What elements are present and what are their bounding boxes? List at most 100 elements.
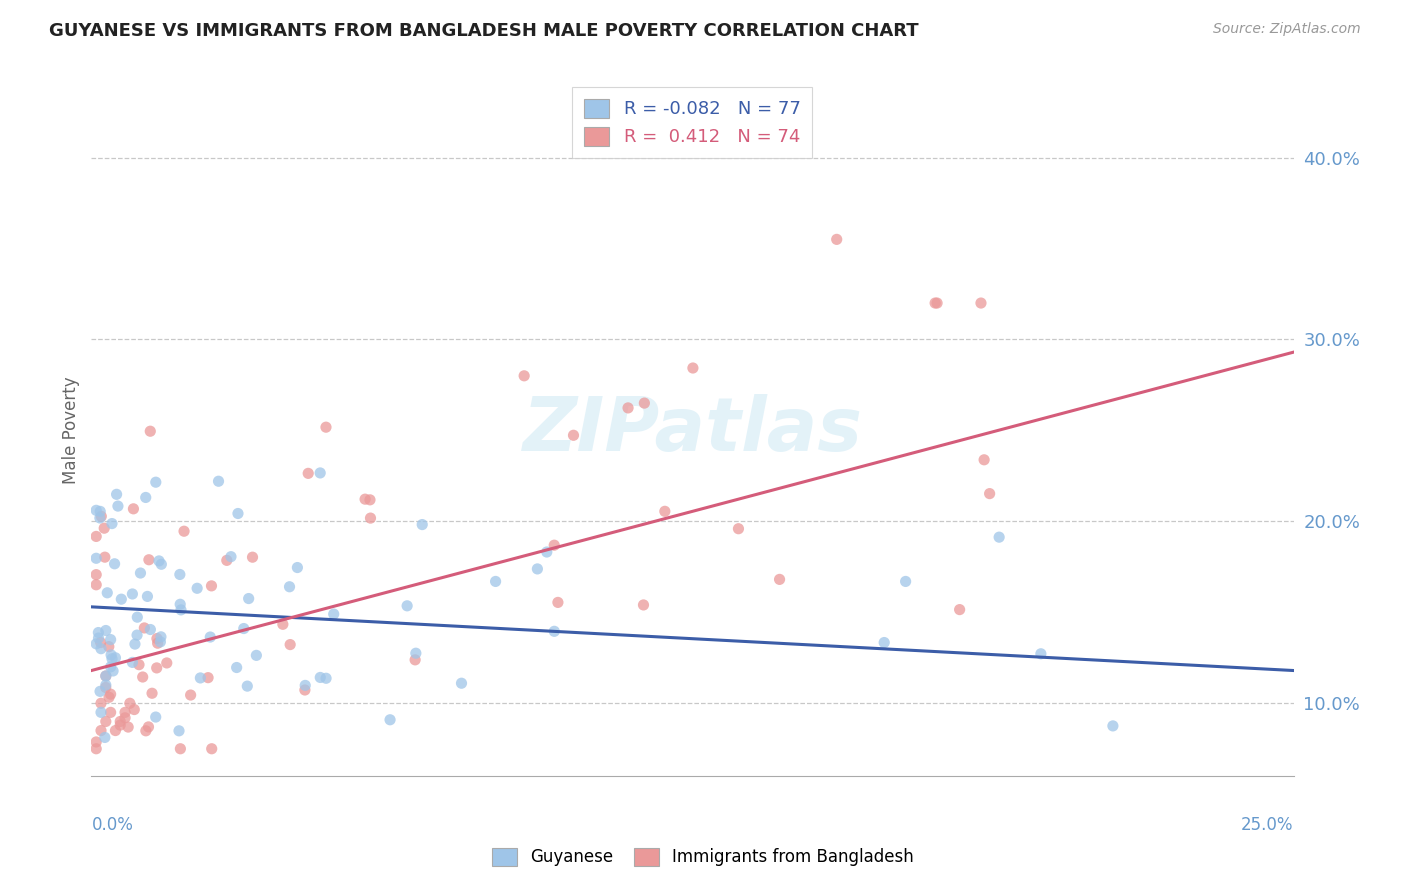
Point (101, 652, 124, 666)
Point (633, 598, 655, 612)
Point (1029, 647, 1052, 661)
Point (169, 597, 191, 611)
Point (100, 648, 122, 662)
Point (89, 511, 111, 525)
Point (90, 723, 112, 738)
Point (101, 516, 124, 531)
Point (315, 420, 337, 434)
Point (271, 617, 294, 632)
Point (949, 602, 972, 616)
Point (121, 656, 143, 670)
Legend: R = -0.082   N = 77, R =  0.412   N = 74: R = -0.082 N = 77, R = 0.412 N = 74 (572, 87, 813, 158)
Point (122, 501, 145, 516)
Point (124, 637, 146, 651)
Point (138, 720, 160, 734)
Point (90, 706, 112, 720)
Point (104, 723, 127, 738)
Point (146, 636, 169, 650)
Point (970, 296, 993, 310)
Point (114, 706, 136, 720)
Point (873, 635, 896, 649)
Point (139, 424, 162, 438)
Point (100, 687, 122, 701)
Point (84, 567, 107, 582)
Point (136, 590, 159, 604)
Point (979, 486, 1001, 500)
Point (526, 562, 548, 576)
Point (226, 507, 249, 521)
Point (294, 678, 316, 692)
Point (148, 554, 170, 568)
Point (131, 670, 153, 684)
Point (90, 641, 112, 656)
Point (98, 690, 121, 705)
Point (405, 646, 427, 660)
Point (87, 631, 110, 645)
Point (169, 741, 191, 756)
Point (727, 522, 749, 536)
Point (617, 401, 640, 415)
Point (309, 670, 332, 684)
Point (197, 671, 219, 685)
Point (135, 723, 157, 738)
Legend: Guyanese, Immigrants from Bangladesh: Guyanese, Immigrants from Bangladesh (485, 841, 921, 873)
Point (84, 637, 107, 651)
Point (547, 595, 569, 609)
Point (238, 591, 260, 606)
Point (322, 607, 344, 621)
Point (107, 499, 129, 513)
Y-axis label: Male Poverty: Male Poverty (62, 376, 80, 484)
Point (225, 660, 247, 674)
Point (89, 684, 111, 698)
Point (118, 696, 141, 710)
Point (139, 623, 162, 637)
Text: ZIPatlas: ZIPatlas (523, 394, 862, 467)
Point (245, 648, 267, 663)
Point (146, 632, 169, 646)
Point (84, 741, 107, 756)
Point (84, 735, 107, 749)
Point (94, 550, 117, 565)
Point (87, 625, 110, 640)
Point (90, 509, 112, 524)
Point (134, 621, 156, 635)
Point (825, 232, 848, 246)
Point (309, 466, 332, 480)
Point (315, 671, 337, 685)
Point (104, 650, 127, 665)
Point (125, 628, 148, 642)
Point (543, 538, 565, 552)
Point (141, 686, 163, 700)
Point (173, 524, 195, 539)
Point (297, 467, 319, 481)
Point (207, 475, 229, 489)
Text: GUYANESE VS IMMIGRANTS FROM BANGLADESH MALE POVERTY CORRELATION CHART: GUYANESE VS IMMIGRANTS FROM BANGLADESH M… (49, 22, 920, 40)
Point (484, 574, 506, 589)
Point (145, 661, 167, 675)
Point (360, 511, 382, 525)
Point (973, 452, 995, 467)
Point (543, 624, 565, 639)
Point (654, 504, 676, 518)
Point (138, 553, 160, 567)
Point (219, 549, 242, 564)
Point (94, 681, 117, 695)
Point (215, 553, 238, 567)
Point (359, 492, 381, 507)
Point (84, 551, 107, 566)
Point (90, 696, 112, 710)
Point (94, 678, 117, 692)
Point (100, 660, 122, 674)
Point (562, 428, 585, 442)
Point (242, 550, 264, 565)
Point (110, 714, 132, 729)
Point (988, 530, 1011, 544)
Point (117, 720, 139, 734)
Point (682, 361, 704, 376)
Point (894, 574, 917, 589)
Point (127, 610, 149, 624)
Point (149, 630, 172, 644)
Point (89, 504, 111, 518)
Point (354, 492, 377, 507)
Point (278, 580, 301, 594)
